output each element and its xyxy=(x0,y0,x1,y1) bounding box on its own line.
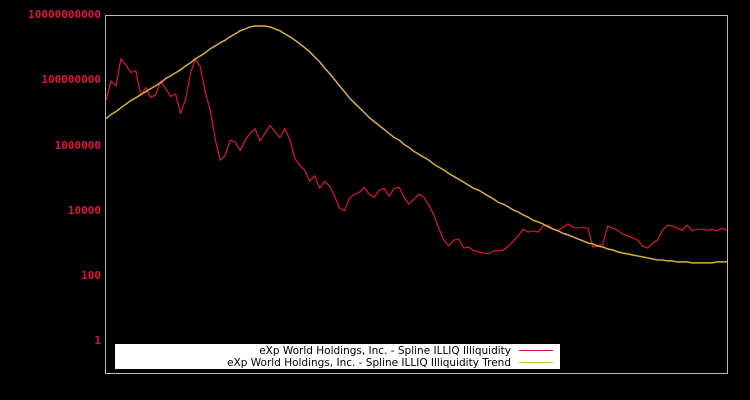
plot-area xyxy=(105,15,728,374)
legend: eXp World Holdings, Inc. - Spline ILLIQ … xyxy=(115,344,560,369)
y-tick-label: 1000000 xyxy=(54,138,101,152)
y-tick-label: 1 xyxy=(94,334,101,348)
plot-lines xyxy=(106,25,727,264)
legend-line-sample xyxy=(519,362,553,363)
y-tick-label: 10000000000 xyxy=(28,8,101,21)
y-tick-label: 10000 xyxy=(67,203,101,217)
legend-line-sample xyxy=(519,350,553,351)
legend-item-label: eXp World Holdings, Inc. - Spline ILLIQ … xyxy=(259,344,511,357)
y-tick-label: 100000000 xyxy=(41,73,101,87)
y-tick-label: 100 xyxy=(81,269,101,283)
legend-item: eXp World Holdings, Inc. - Spline ILLIQ … xyxy=(115,345,560,357)
series-line xyxy=(106,25,727,264)
legend-item: eXp World Holdings, Inc. - Spline ILLIQ … xyxy=(115,357,560,369)
legend-item-label: eXp World Holdings, Inc. - Spline ILLIQ … xyxy=(227,356,511,369)
series-line xyxy=(106,58,727,255)
